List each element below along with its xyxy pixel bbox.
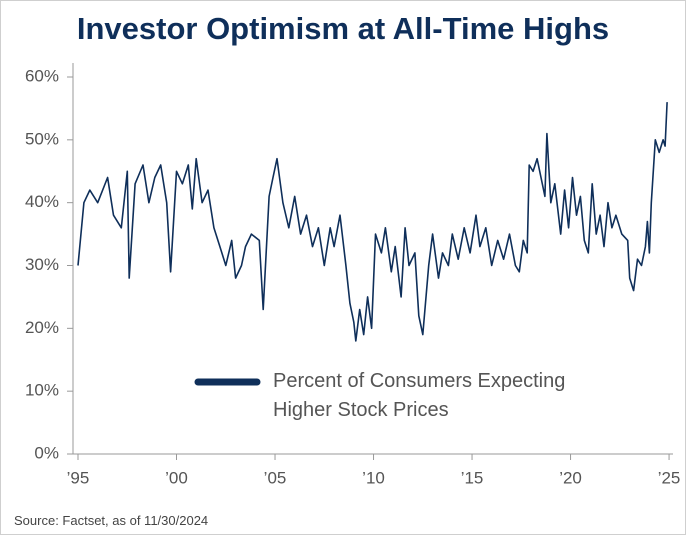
x-tick-label: ’20: [559, 468, 582, 487]
y-tick-label: 50%: [25, 129, 59, 148]
y-tick-label: 60%: [25, 66, 59, 85]
x-tick-label: ’25: [658, 468, 681, 487]
source-note: Source: Factset, as of 11/30/2024: [14, 513, 209, 528]
legend-label: Percent of Consumers Expecting Higher St…: [273, 370, 566, 421]
chart-title: Investor Optimism at All-Time Highs: [77, 11, 609, 46]
y-tick-label: 20%: [25, 318, 59, 337]
x-tick-label: ’00: [165, 468, 188, 487]
x-tick-label: ’15: [461, 468, 484, 487]
y-tick-label: 0%: [34, 443, 59, 462]
y-tick-label: 10%: [25, 381, 59, 400]
x-tick-label: ’05: [264, 468, 287, 487]
y-tick-label: 30%: [25, 255, 59, 274]
x-tick-label: ’95: [67, 468, 90, 487]
x-tick-label: ’10: [362, 468, 385, 487]
y-tick-label: 40%: [25, 192, 59, 211]
data-line: [77, 102, 668, 342]
